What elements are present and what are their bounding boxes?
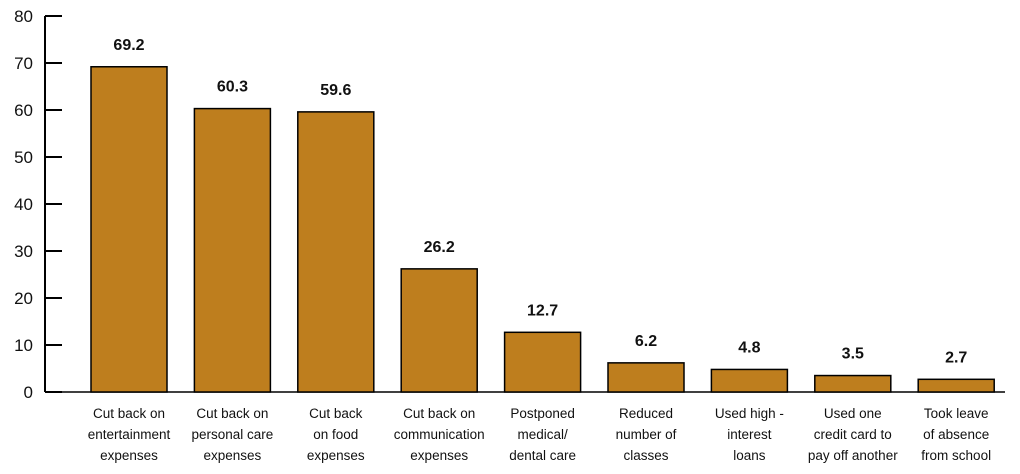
y-tick-label: 40 bbox=[14, 195, 33, 214]
category-label: Cut back on communication expenses bbox=[394, 406, 485, 463]
data-label: 4.8 bbox=[738, 339, 760, 356]
category-label: Cut back on food expenses bbox=[307, 406, 365, 463]
category-label-line: on food bbox=[313, 427, 358, 442]
data-label: 12.7 bbox=[527, 302, 558, 319]
y-tick-label: 0 bbox=[24, 383, 33, 402]
category-label-line: personal care bbox=[191, 427, 273, 442]
data-label: 2.7 bbox=[945, 349, 967, 366]
bar bbox=[400, 268, 478, 393]
category-label: Used high - interest loans bbox=[715, 406, 784, 463]
bar bbox=[917, 378, 995, 393]
y-tick-label: 70 bbox=[14, 54, 33, 73]
category-label: Postponed medical/dental care bbox=[509, 406, 576, 463]
category-label-line: Cut back on bbox=[403, 406, 475, 421]
category-label-line: pay off another bbox=[808, 448, 898, 463]
category-label-line: communication bbox=[394, 427, 485, 442]
y-tick-label: 80 bbox=[14, 7, 33, 26]
category-label-line: Postponed bbox=[510, 406, 575, 421]
bar bbox=[90, 66, 168, 393]
category-label-line: Took leave bbox=[924, 406, 989, 421]
category-label-line: credit card to bbox=[814, 427, 892, 442]
bar bbox=[607, 362, 685, 393]
category-label-line: loans bbox=[733, 448, 766, 463]
category-label-line: expenses bbox=[204, 448, 262, 463]
category-label-line: classes bbox=[623, 448, 668, 463]
y-tick-label: 60 bbox=[14, 101, 33, 120]
category-label-line: Cut back on bbox=[196, 406, 268, 421]
y-tick-label: 20 bbox=[14, 289, 33, 308]
data-label: 6.2 bbox=[635, 333, 657, 350]
bars bbox=[90, 66, 995, 393]
y-tick-label: 30 bbox=[14, 242, 33, 261]
category-label-line: expenses bbox=[100, 448, 158, 463]
category-label: Cut back on personal care expenses bbox=[191, 406, 273, 463]
category-label-line: Cut back on bbox=[93, 406, 165, 421]
data-label: 3.5 bbox=[842, 346, 864, 363]
category-label-line: Reduced bbox=[619, 406, 673, 421]
bar bbox=[814, 374, 892, 393]
bar bbox=[710, 368, 789, 393]
bar bbox=[193, 107, 272, 393]
category-label: Took leave of absence from school bbox=[921, 406, 991, 463]
data-label: 60.3 bbox=[217, 79, 248, 96]
category-label: Used one credit card to pay off another bbox=[808, 406, 898, 463]
category-label-line: of absence bbox=[923, 427, 989, 442]
data-label: 59.6 bbox=[320, 82, 351, 99]
category-label-line: Cut back bbox=[309, 406, 363, 421]
labels: 69.2 Cut back on entertainment expenses 60.3… bbox=[88, 37, 991, 463]
category-label-line: Used one bbox=[824, 406, 882, 421]
category-label-line: from school bbox=[921, 448, 991, 463]
category-label-line: expenses bbox=[307, 448, 365, 463]
bar bbox=[503, 331, 582, 393]
data-label: 69.2 bbox=[113, 37, 144, 54]
category-label-line: dental care bbox=[509, 448, 576, 463]
y-tick-label: 50 bbox=[14, 148, 33, 167]
category-label-line: Used high - bbox=[715, 406, 784, 421]
category-label-line: medical/ bbox=[517, 427, 568, 442]
y-tick-label: 10 bbox=[14, 336, 33, 355]
category-label-line: entertainment bbox=[88, 427, 171, 442]
category-label: Cut back on entertainment expenses bbox=[88, 406, 171, 463]
category-label-line: expenses bbox=[410, 448, 468, 463]
category-label: Reduced number of classes bbox=[616, 406, 677, 463]
data-label: 26.2 bbox=[424, 239, 455, 256]
bar bbox=[297, 111, 375, 393]
category-label-line: interest bbox=[727, 427, 772, 442]
category-label-line: number of bbox=[616, 427, 677, 442]
